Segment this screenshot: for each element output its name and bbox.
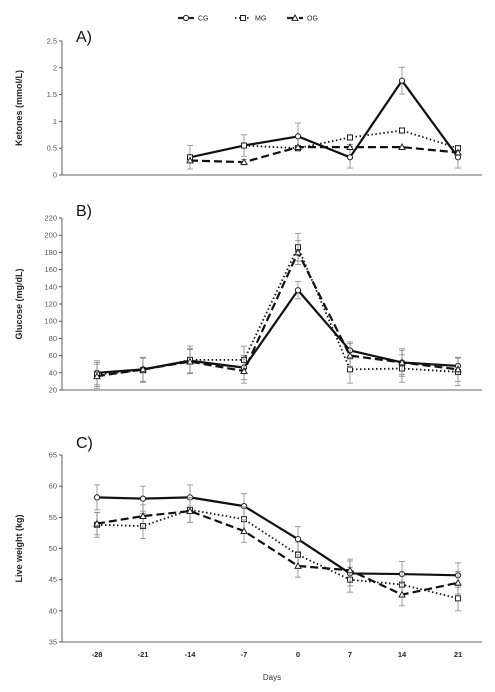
y-tick-label: 60 <box>49 482 57 491</box>
x-tick-label: -28 <box>92 650 103 659</box>
panel-live-weight: 35 40 45 50 55 60 65 Live weight (kg) C) -28 -21 -1… <box>14 435 482 682</box>
y-tick-label: 35 <box>49 638 57 647</box>
data-point-cg <box>294 536 302 543</box>
legend-label-cg: CG <box>198 16 209 23</box>
data-point-og <box>346 566 354 574</box>
y-tick-label: 40 <box>49 606 57 615</box>
y-tick-label: 65 <box>49 451 57 460</box>
data-point-og <box>294 561 302 569</box>
series-line-og <box>96 510 459 596</box>
data-point-og <box>454 578 462 586</box>
data-point-og <box>398 143 406 151</box>
y-tick-label: 80 <box>49 334 57 343</box>
y-tick-label: 1 <box>53 117 57 126</box>
data-point-og <box>240 527 248 534</box>
y-tick-label: 20 <box>49 386 57 395</box>
data-point-og <box>294 143 302 151</box>
series-line-mg <box>96 246 459 376</box>
legend-label-mg: MG <box>255 16 266 23</box>
y-tick-label: 2.5 <box>47 37 57 46</box>
y-tick-label: 120 <box>44 300 57 309</box>
data-point-cg <box>454 154 462 161</box>
data-point-og <box>93 372 101 380</box>
data-point-cg <box>346 154 354 161</box>
data-point-og <box>186 507 194 514</box>
y-tick-label: 45 <box>49 575 57 584</box>
data-point-og <box>186 156 194 164</box>
data-point-og <box>240 367 248 374</box>
y-axis-label: Live weight (kg) <box>14 514 24 582</box>
y-axis-label: Glucose (mg/dL) <box>14 268 24 339</box>
y-tick-label: 55 <box>49 513 57 522</box>
y-tick-label: 200 <box>44 231 57 240</box>
y-tick-label: 0 <box>53 171 57 180</box>
y-tick-label: 100 <box>44 317 57 326</box>
data-point-mg <box>399 127 405 134</box>
data-point-og <box>139 365 147 373</box>
x-tick-label: -21 <box>138 650 149 659</box>
panel-label: A) <box>76 29 92 46</box>
data-point-cg <box>294 287 302 294</box>
series-line-og <box>189 146 459 164</box>
data-point-og <box>294 248 302 256</box>
series-line-cg <box>189 79 459 159</box>
y-tick-label: 2 <box>53 63 57 72</box>
x-axis-label: Days <box>263 673 281 682</box>
data-point-og <box>93 519 101 527</box>
data-point-og <box>139 512 147 519</box>
series-line-cg <box>96 496 459 577</box>
data-point-og <box>454 365 462 373</box>
series-line-og <box>96 251 459 378</box>
y-tick-label: 160 <box>44 265 57 274</box>
panel-label: B) <box>76 203 92 220</box>
legend-label-og: OG <box>307 16 318 23</box>
panel-glucose: 20 40 60 80 100 120 140 160 180 200 220 Glucose (mg… <box>14 203 482 395</box>
y-tick-label: 1.5 <box>47 90 57 99</box>
data-point-og <box>346 143 354 151</box>
data-point-og <box>454 148 462 156</box>
data-point-og <box>398 358 406 366</box>
legend-marker-og <box>291 13 299 21</box>
legend: CG MG OG <box>178 13 318 23</box>
y-tick-label: 0.5 <box>47 144 57 153</box>
x-tick-label: 7 <box>348 650 352 659</box>
legend-marker-mg <box>240 15 246 21</box>
panel-ketones: 0 0.5 1 1.5 2 2.5 Ketones (mmol/L) A) <box>14 29 482 180</box>
data-point-cg <box>93 494 101 501</box>
series-line-mg <box>189 129 459 159</box>
data-point-og <box>346 351 354 359</box>
y-tick-label: 140 <box>44 282 57 291</box>
data-point-mg <box>347 134 353 141</box>
legend-marker-cg <box>182 14 190 22</box>
y-tick-label: 60 <box>49 351 57 360</box>
series-line-mg <box>96 508 459 600</box>
x-tick-label: -7 <box>241 650 248 659</box>
y-tick-label: 50 <box>49 544 57 553</box>
y-tick-label: 40 <box>49 368 57 377</box>
x-tick-label: 0 <box>296 650 300 659</box>
data-point-mg <box>455 595 461 602</box>
data-point-og <box>398 590 406 598</box>
x-tick-label: 21 <box>454 650 462 659</box>
data-point-cg <box>294 133 302 140</box>
panel-label: C) <box>76 435 93 452</box>
data-point-mg <box>241 142 247 149</box>
x-tick-label: -14 <box>185 650 197 659</box>
y-axis-label: Ketones (mmol/L) <box>14 70 24 146</box>
data-point-og <box>240 158 248 166</box>
y-tick-label: 180 <box>44 248 57 257</box>
x-tick-label: 14 <box>398 650 407 659</box>
data-point-og <box>186 357 194 365</box>
data-point-cg <box>139 495 147 502</box>
y-tick-label: 220 <box>44 214 57 223</box>
data-point-cg <box>398 77 406 84</box>
